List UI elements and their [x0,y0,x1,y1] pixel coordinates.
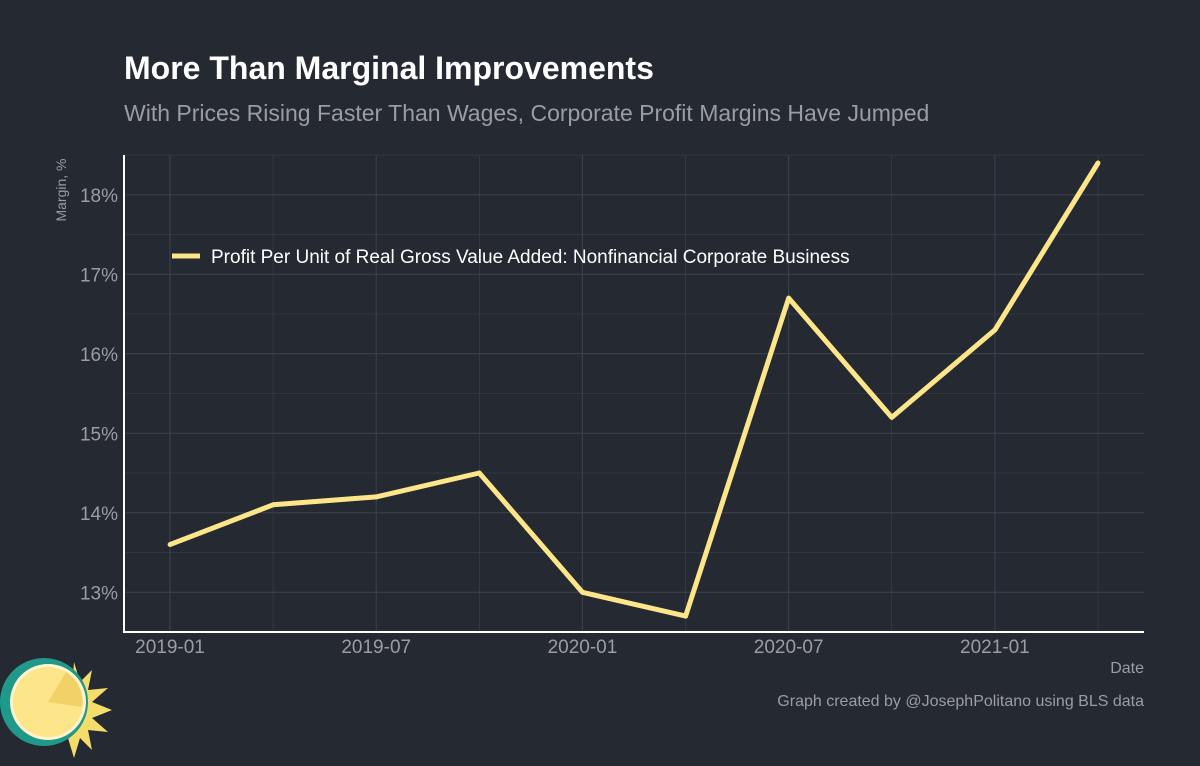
data-point [270,502,276,508]
legend-label: Profit Per Unit of Real Gross Value Adde… [211,247,850,268]
y-tick-label: 16% [80,345,118,366]
sun-logo-icon [0,658,112,758]
x-tick-label: 2019-01 [135,637,205,658]
data-point [373,494,379,500]
data-point [992,327,998,333]
y-tick-label: 14% [80,504,118,525]
y-tick-label: 15% [80,424,118,445]
axes [123,155,1144,633]
series-layer [167,160,1101,619]
data-point [1095,160,1101,166]
chart-subtitle: With Prices Rising Faster Than Wages, Co… [124,100,930,126]
x-axis-label: Date [1110,660,1144,677]
legend: Profit Per Unit of Real Gross Value Adde… [172,247,850,268]
y-axis-label: Margin, % [53,158,69,221]
x-tick-label: 2020-07 [754,637,824,658]
grid-lines [124,154,1144,633]
chart-title: More Than Marginal Improvements [124,50,654,86]
source-caption: Graph created by @JosephPolitano using B… [777,693,1144,710]
series-line [169,161,1101,619]
data-point [889,414,895,420]
x-tick-label: 2020-01 [548,637,618,658]
data-point [167,542,173,547]
data-point [683,613,688,619]
tick-labels: 13% 14% 15% 16% 17% 18% 2019-01 2019-07 2020-01 2… [80,186,1030,658]
x-tick-label: 2019-07 [341,637,411,658]
y-tick-label: 17% [80,265,118,286]
y-tick-label: 13% [80,583,118,604]
data-point [580,589,585,595]
x-tick-label: 2021-01 [960,637,1030,658]
data-point [476,470,482,476]
y-tick-label: 18% [80,186,118,207]
data-point [786,295,792,301]
